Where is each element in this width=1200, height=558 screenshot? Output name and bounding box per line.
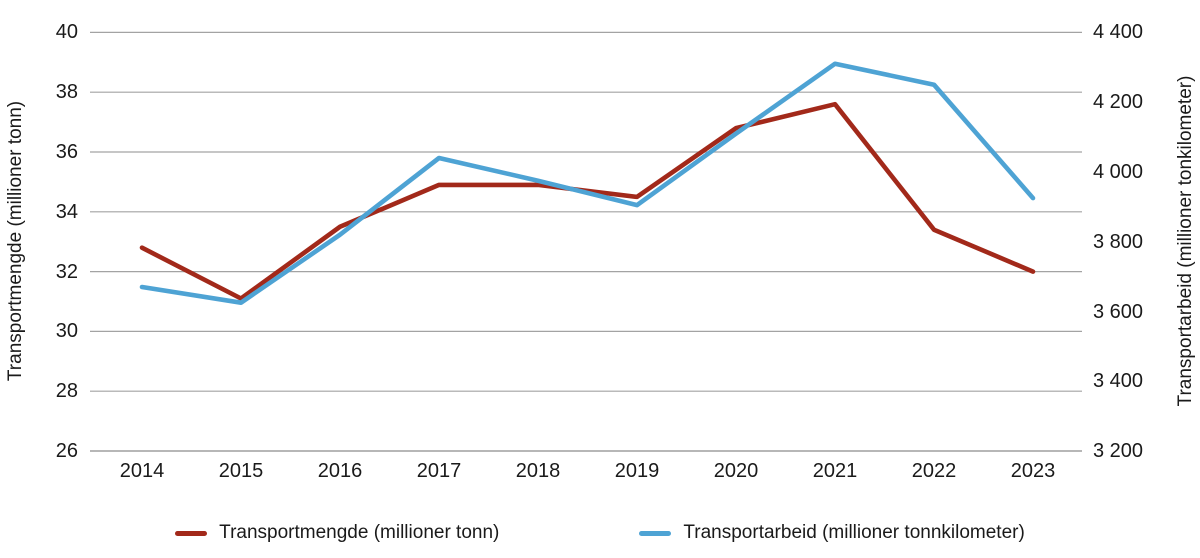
series-line-transportmengde <box>139 101 1036 301</box>
x-tick-2017: 2017 <box>416 460 462 482</box>
series-line-transportarbeid <box>139 61 1036 306</box>
left-axis-title: Transportmengde (millioner tonn) <box>5 100 26 382</box>
right-tick-4400: 4 400 <box>1093 21 1144 44</box>
right-tick-4200: 4 200 <box>1093 91 1144 114</box>
left-tick-26: 26 <box>55 440 78 462</box>
transportmengde-line-swatch <box>175 530 208 536</box>
x-tick-2018: 2018 <box>515 460 561 482</box>
x-tick-2019: 2019 <box>614 460 660 482</box>
legend: Transportmengde (millioner tonn) Transpo… <box>0 520 1200 546</box>
left-tick-28: 28 <box>55 380 78 403</box>
x-tick-2022: 2022 <box>911 460 957 482</box>
left-tick-32: 32 <box>55 260 78 283</box>
x-tick-2021: 2021 <box>812 460 858 482</box>
legend-label-transportarbeid: Transportarbeid (millioner tonnkilometer… <box>683 522 1025 543</box>
legend-item-transportmengde: Transportmengde (millioner tonn) <box>175 522 499 544</box>
right-tick-4000: 4 000 <box>1093 160 1144 183</box>
legend-item-transportarbeid: Transportarbeid (millioner tonnkilometer… <box>639 522 1025 544</box>
right-tick-3200: 3 200 <box>1093 440 1144 462</box>
left-tick-40: 40 <box>55 21 78 44</box>
x-tick-2015: 2015 <box>218 460 264 482</box>
right-axis-title: Transportarbeid (millioner tonkilometer) <box>1175 75 1196 407</box>
left-tick-34: 34 <box>55 200 78 223</box>
left-tick-30: 30 <box>55 320 78 343</box>
x-tick-2023: 2023 <box>1010 460 1056 482</box>
left-tick-38: 38 <box>55 81 78 104</box>
x-tick-2016: 2016 <box>317 460 363 482</box>
transportarbeid-line-swatch <box>639 530 672 536</box>
right-tick-3800: 3 800 <box>1093 230 1144 253</box>
x-tick-2014: 2014 <box>119 460 165 482</box>
left-tick-36: 36 <box>55 141 78 163</box>
right-tick-3600: 3 600 <box>1093 300 1144 323</box>
x-tick-2020: 2020 <box>713 460 759 482</box>
right-tick-3400: 3 400 <box>1093 370 1144 393</box>
legend-label-transportmengde: Transportmengde (millioner tonn) <box>219 522 500 543</box>
